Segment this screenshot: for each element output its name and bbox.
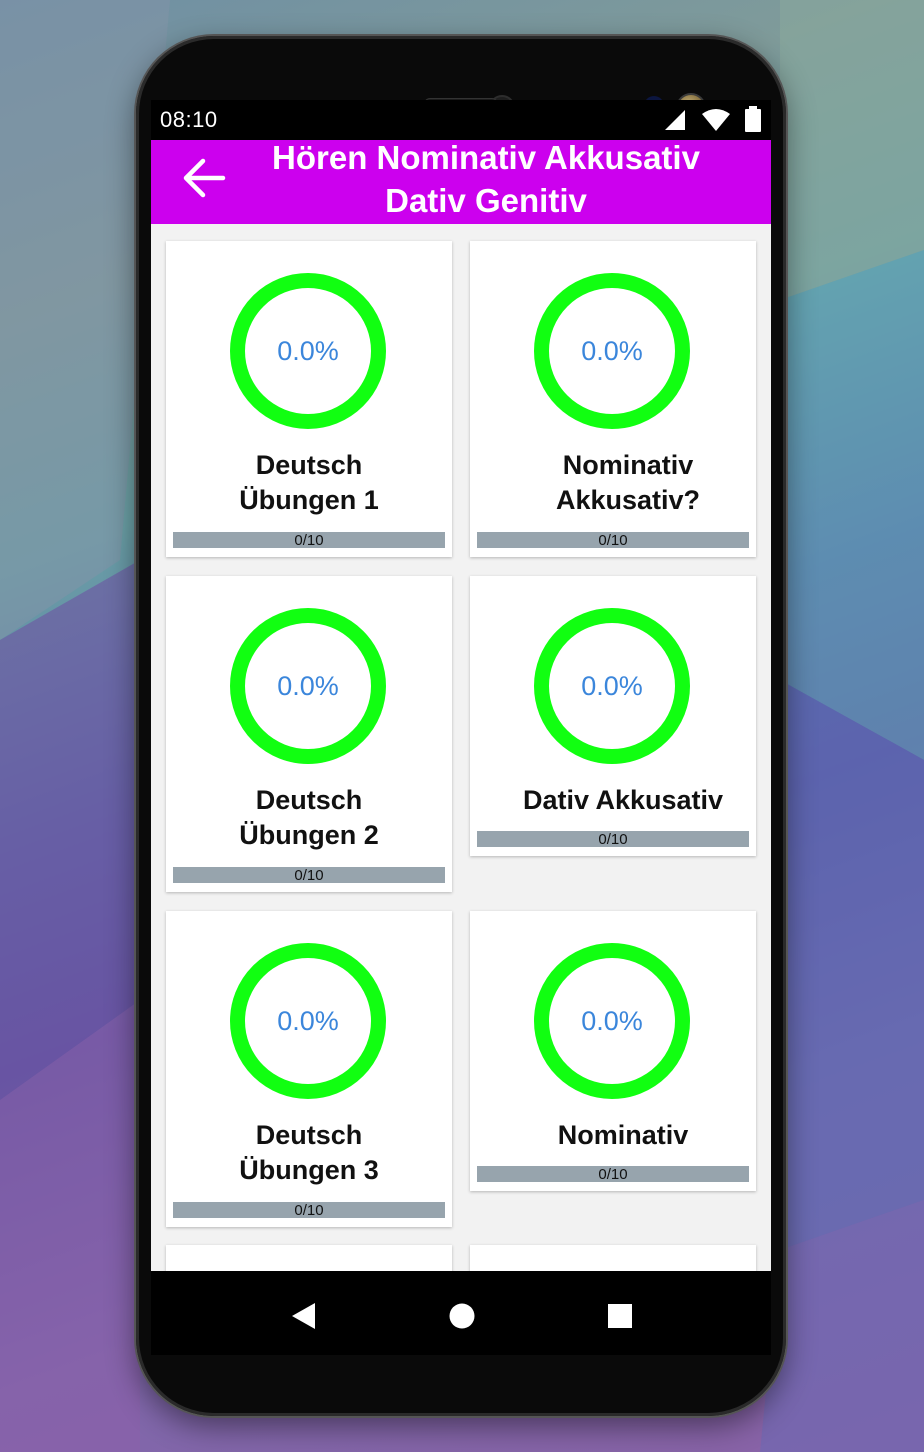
exercise-card[interactable]: 0.0% Deutsch Übungen 1 0/10	[166, 241, 452, 557]
exercise-card[interactable]: 0.0% Dativ Akkusativ 0/10	[470, 576, 756, 856]
battery-icon	[745, 106, 761, 132]
exercise-card[interactable]: 0.0% Deutsch Übungen 3 0/10	[166, 911, 452, 1227]
progress-label: 0/10	[294, 867, 324, 884]
percent-label: 0.0%	[581, 335, 643, 366]
progress-bar: 0/10	[477, 831, 749, 848]
percent-label: 0.0%	[277, 1005, 339, 1036]
progress-ring: 0.0%	[534, 273, 690, 429]
progress-label: 0/10	[294, 1202, 324, 1219]
card-title: Deutsch Übungen 2	[239, 785, 379, 850]
exercise-card[interactable]: 0.0% Nominativ Akkusativ? 0/10	[470, 241, 756, 557]
percent-label: 0.0%	[581, 1005, 643, 1036]
card-title: Deutsch Übungen 1	[239, 450, 379, 515]
progress-bar: 0/10	[173, 1202, 445, 1219]
percent-label: 0.0%	[277, 335, 339, 366]
exercise-card-partial[interactable]	[166, 1245, 452, 1271]
progress-ring: 0.0%	[230, 608, 386, 764]
progress-ring: 0.0%	[534, 943, 690, 1099]
progress-label: 0/10	[598, 1166, 628, 1183]
card-title: Nominativ Akkusativ?	[555, 450, 701, 515]
card-title: Deutsch Übungen 3	[239, 1120, 379, 1185]
progress-label: 0/10	[598, 532, 628, 549]
progress-bar: 0/10	[477, 1166, 749, 1183]
percent-label: 0.0%	[581, 670, 643, 701]
progress-ring: 0.0%	[230, 273, 386, 429]
card-title: Nominativ	[557, 1120, 689, 1150]
cell-signal-icon	[665, 110, 685, 130]
progress-bar: 0/10	[173, 867, 445, 884]
wifi-icon	[702, 109, 730, 131]
phone-screen: 08:10 Hören Nominativ Akkusativ Dativ Ge…	[151, 100, 771, 1355]
status-bar: 08:10	[151, 100, 771, 140]
exercise-card-partial[interactable]	[470, 1245, 756, 1271]
progress-bar: 0/10	[173, 532, 445, 549]
arrow-left-icon[interactable]	[179, 154, 229, 202]
page-title: Hören Nominativ Akkusativ Dativ Genitiv	[272, 140, 700, 219]
triangle-back-icon[interactable]	[289, 1301, 319, 1331]
progress-label: 0/10	[294, 532, 324, 549]
exercise-card[interactable]: 0.0% Deutsch Übungen 2 0/10	[166, 576, 452, 892]
progress-ring: 0.0%	[230, 943, 386, 1099]
progress-ring: 0.0%	[534, 608, 690, 764]
exercise-card[interactable]: 0.0% Nominativ 0/10	[470, 911, 756, 1191]
card-title: Dativ Akkusativ	[522, 785, 724, 815]
exercise-grid: 0.0% Deutsch Übungen 1 0/10 0.0% Nominat…	[151, 224, 771, 1271]
navigation-bar	[151, 1271, 771, 1355]
progress-label: 0/10	[598, 831, 628, 848]
square-recents-icon[interactable]	[605, 1301, 635, 1331]
circle-home-icon[interactable]	[447, 1301, 477, 1331]
progress-bar: 0/10	[477, 532, 749, 549]
percent-label: 0.0%	[277, 670, 339, 701]
status-time: 08:10	[160, 107, 218, 132]
app-bar: Hören Nominativ Akkusativ Dativ Genitiv	[151, 140, 771, 224]
